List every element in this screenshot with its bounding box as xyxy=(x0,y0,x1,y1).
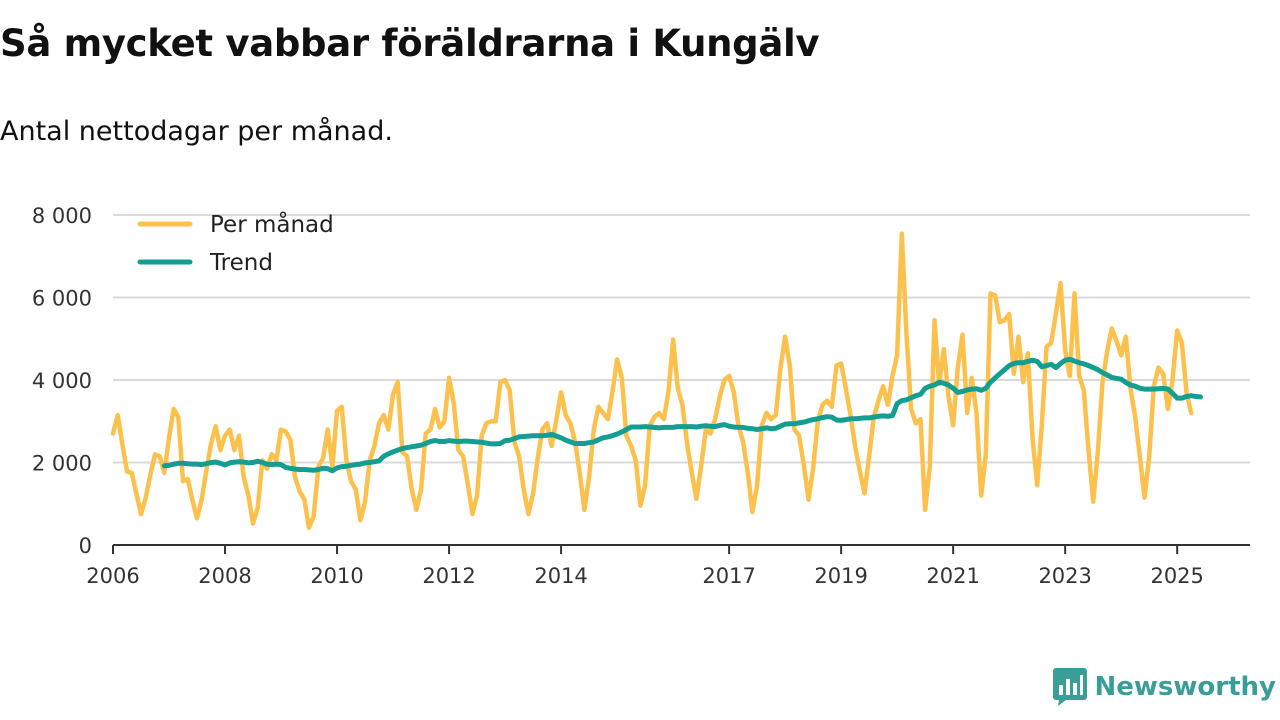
x-axis: 2006 2008 2010 2012 2014 2017 2019 2021 2023 2025 xyxy=(86,544,1250,588)
legend-label-trend: Trend xyxy=(209,250,273,276)
chart-title: Så mycket vabbar föräldrarna i Kungälv xyxy=(0,22,820,65)
y-tick-label: 2 000 xyxy=(32,452,92,476)
newsworthy-brand: Newsworthy xyxy=(1052,668,1276,706)
x-tick-label: 2017 xyxy=(702,564,755,588)
y-tick-label: 8 000 xyxy=(32,204,92,228)
chart-subtitle: Antal nettodagar per månad. xyxy=(0,116,393,147)
series-lines xyxy=(110,231,1203,530)
brand-name: Newsworthy xyxy=(1094,672,1276,702)
x-tick-label: 2014 xyxy=(534,564,587,588)
x-tick-label: 2019 xyxy=(814,564,867,588)
y-tick-label: 0 xyxy=(79,534,92,558)
y-tick-label: 6 000 xyxy=(32,287,92,311)
x-tick-label: 2008 xyxy=(198,564,251,588)
series-line-per-manad xyxy=(110,231,1194,530)
legend: Per månad Trend xyxy=(137,210,334,276)
x-tick-label: 2006 xyxy=(86,564,139,588)
x-tick-label: 2021 xyxy=(926,564,979,588)
legend-label-per-manad: Per månad xyxy=(210,210,334,238)
series-line-trend xyxy=(161,356,1203,474)
newsworthy-logo-icon xyxy=(1052,668,1087,706)
y-axis-ticks: 0 2 000 4 000 6 000 8 000 xyxy=(32,204,92,558)
x-tick-label: 2010 xyxy=(310,564,363,588)
x-tick-label: 2023 xyxy=(1038,564,1091,588)
x-tick-label: 2012 xyxy=(422,564,475,588)
y-tick-label: 4 000 xyxy=(32,369,92,393)
x-tick-label: 2025 xyxy=(1150,564,1203,588)
